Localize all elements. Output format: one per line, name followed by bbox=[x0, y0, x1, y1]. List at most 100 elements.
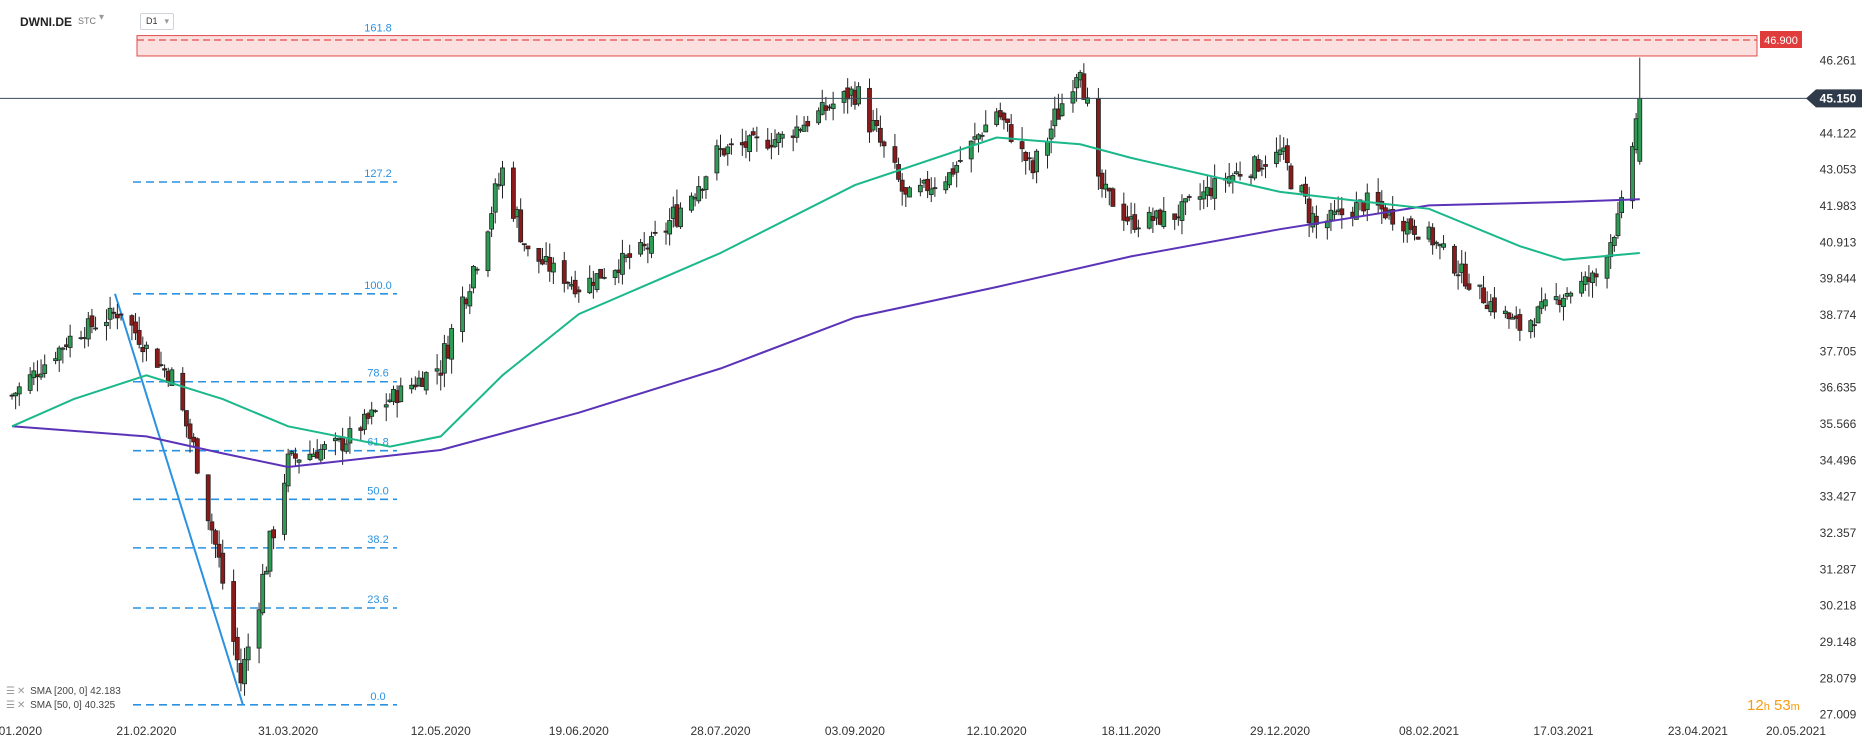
settings-lines-icon[interactable]: ☰ bbox=[6, 700, 15, 711]
candle-body bbox=[976, 134, 981, 140]
candle-body bbox=[867, 87, 872, 133]
candle-body bbox=[209, 521, 215, 531]
candle-body bbox=[779, 133, 785, 139]
timeframe-value: D1 bbox=[146, 16, 158, 26]
fib-level-label: 23.6 bbox=[367, 594, 388, 606]
x-tick-label: 08.02.2021 bbox=[1399, 724, 1459, 738]
candle-body bbox=[994, 111, 1000, 126]
candle-body bbox=[805, 120, 811, 127]
candle-body bbox=[620, 252, 625, 275]
candle-body bbox=[598, 268, 604, 279]
x-tick-label: 03.09.2020 bbox=[825, 724, 885, 738]
countdown-minutes-unit: m bbox=[1790, 701, 1800, 713]
candle-body bbox=[689, 195, 694, 211]
resistance-price-badge: 46.900 bbox=[1760, 31, 1802, 49]
close-icon[interactable]: ✕ bbox=[16, 700, 26, 711]
chart-header: DWNI.DE STC ▾ D1 ▾ bbox=[0, 0, 700, 40]
candle-body bbox=[1339, 208, 1345, 216]
candle-body bbox=[1615, 213, 1621, 237]
y-tick-label: 33.427 bbox=[1820, 490, 1857, 504]
candle-body bbox=[234, 636, 240, 661]
candle-body bbox=[816, 110, 822, 124]
candle-body bbox=[892, 146, 898, 163]
candle-body bbox=[93, 327, 98, 330]
candle-body bbox=[133, 321, 138, 334]
candle-body bbox=[129, 315, 135, 326]
candle-body bbox=[601, 276, 607, 279]
candle-body bbox=[1274, 151, 1279, 165]
candle-body bbox=[42, 364, 48, 374]
candle-body bbox=[1234, 171, 1239, 175]
candle-body bbox=[1045, 141, 1050, 156]
candle-body bbox=[60, 347, 66, 350]
candle-body bbox=[1611, 237, 1617, 246]
x-tick-label: 21.02.2020 bbox=[116, 724, 176, 738]
candle-body bbox=[1517, 314, 1523, 331]
candle-body bbox=[369, 409, 375, 417]
candle-body bbox=[525, 245, 531, 250]
fib-level-label: 0.0 bbox=[370, 691, 385, 703]
candle-body bbox=[412, 384, 418, 388]
candle-body bbox=[881, 141, 887, 147]
candle-body bbox=[627, 253, 633, 258]
legend-sma-200[interactable]: ☰ ✕ SMA [200, 0] 42.183 bbox=[6, 686, 121, 697]
timeframe-select[interactable]: D1 ▾ bbox=[140, 13, 174, 30]
candle-body bbox=[1259, 167, 1265, 170]
candle-body bbox=[932, 187, 938, 190]
candle-body bbox=[318, 448, 324, 461]
candle-body bbox=[256, 609, 262, 649]
candle-body bbox=[1306, 198, 1312, 224]
candle-body bbox=[111, 311, 117, 314]
candle-body bbox=[1492, 297, 1497, 313]
scale-mode-label[interactable]: STC bbox=[78, 16, 96, 26]
candle-body bbox=[925, 178, 931, 192]
y-tick-label: 34.496 bbox=[1820, 453, 1857, 467]
close-icon[interactable]: ✕ bbox=[16, 686, 26, 697]
candle-body bbox=[154, 348, 160, 368]
candle-body bbox=[85, 318, 91, 340]
candle-body bbox=[1179, 201, 1185, 221]
candle-body bbox=[874, 120, 880, 127]
candle-body bbox=[1085, 97, 1090, 104]
candle-body bbox=[1535, 306, 1541, 324]
candle-body bbox=[725, 146, 731, 155]
candles-group bbox=[9, 57, 1643, 696]
candle-body bbox=[271, 529, 277, 539]
candle-body bbox=[1608, 242, 1614, 258]
candle-body bbox=[968, 140, 974, 160]
candle-body bbox=[194, 438, 200, 474]
countdown-hours: 12 bbox=[1747, 697, 1764, 714]
y-tick-label: 32.357 bbox=[1820, 526, 1857, 540]
candle-body bbox=[1070, 91, 1076, 104]
candle-body bbox=[1288, 165, 1294, 190]
candle-body bbox=[1637, 98, 1643, 162]
candle-body bbox=[1095, 98, 1101, 177]
candle-body bbox=[180, 372, 186, 411]
candle-body bbox=[296, 459, 302, 463]
fib-level-label: 38.2 bbox=[367, 534, 388, 546]
symbol-name[interactable]: DWNI.DE bbox=[20, 15, 72, 29]
y-tick-label: 41.983 bbox=[1820, 199, 1857, 213]
candle-body bbox=[474, 268, 480, 271]
candle-body bbox=[118, 313, 124, 316]
candle-body bbox=[947, 172, 952, 186]
candle-body bbox=[1455, 274, 1461, 277]
candle-body bbox=[467, 291, 473, 307]
candle-body bbox=[460, 296, 465, 332]
candle-body bbox=[801, 124, 807, 132]
candle-body bbox=[1441, 243, 1446, 248]
candle-body bbox=[500, 167, 505, 186]
candle-body bbox=[114, 313, 120, 319]
candle-body bbox=[16, 386, 22, 395]
candle-body bbox=[438, 372, 444, 376]
legend-sma-50[interactable]: ☰ ✕ SMA [50, 0] 40.325 bbox=[6, 700, 115, 711]
candle-body bbox=[696, 186, 702, 202]
candle-body bbox=[1008, 124, 1014, 142]
settings-lines-icon[interactable]: ☰ bbox=[6, 686, 15, 697]
candle-body bbox=[136, 330, 142, 345]
candle-body bbox=[830, 103, 836, 110]
scale-mode-caret-icon[interactable]: ▾ bbox=[99, 12, 105, 23]
legend-sma-200-label: SMA [200, 0] 42.183 bbox=[30, 686, 121, 697]
